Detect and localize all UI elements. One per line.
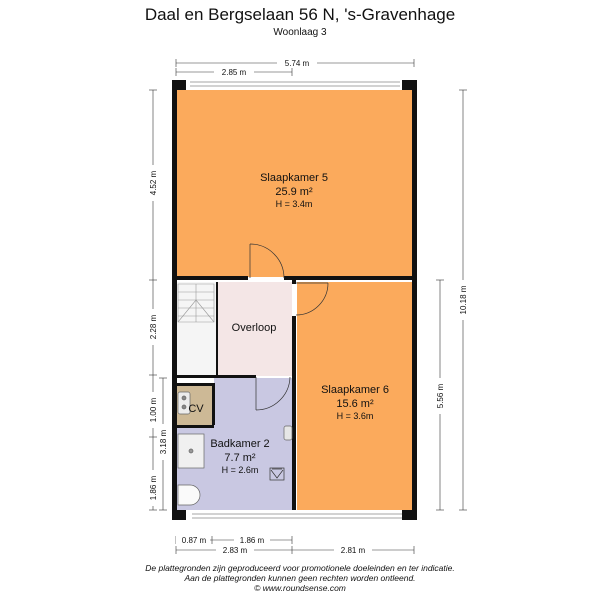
room-area: 7.7 m² — [224, 452, 256, 464]
room-name: Slaapkamer 6 — [321, 384, 389, 396]
room-height: H = 3.6m — [337, 411, 374, 421]
dim-left-5: 1.86 m — [149, 475, 158, 500]
floor-label: Woonlaag 3 — [273, 27, 327, 38]
doors — [249, 243, 329, 411]
dim-left-labels: 4.52 m 2.28 m 1.00 m 3.18 m 1.86 m — [148, 165, 168, 506]
toilet-icon — [177, 484, 201, 506]
dim-top-total: 5.74 m — [285, 59, 310, 68]
boiler-icon — [177, 391, 191, 415]
dim-left-4: 3.18 m — [159, 429, 168, 454]
dim-left-3: 1.00 m — [149, 397, 158, 422]
dim-bottom-d: 2.81 m — [341, 546, 366, 555]
room-area: 15.6 m² — [336, 398, 374, 410]
dim-bottom-a: 0.87 m — [182, 536, 207, 545]
room-overloop — [218, 282, 292, 376]
dim-left-2: 2.28 m — [149, 314, 158, 339]
dim-top-partial: 2.85 m — [222, 68, 247, 77]
room-badkamer-2 — [214, 378, 292, 510]
dim-right-total: 10.18 m — [459, 285, 468, 314]
disclaimer-line-2: Aan de plattegronden kunnen geen rechten… — [184, 573, 416, 583]
dim-bottom-c: 2.83 m — [223, 546, 248, 555]
disclaimer-line-1: De plattegronden zijn geproduceerd voor … — [145, 563, 455, 573]
dimension-lines-bottom — [175, 536, 415, 554]
room-area: 25.9 m² — [275, 186, 313, 198]
copyright: © www.roundsense.com — [254, 583, 346, 593]
room-slaapkamer-5 — [176, 90, 414, 277]
room-slaapkamer-6 — [297, 282, 414, 510]
room-height: H = 3.4m — [276, 199, 313, 209]
windows — [190, 81, 410, 519]
label-overloop: Overloop — [232, 322, 277, 334]
stairs-icon — [177, 283, 215, 323]
dim-bottom-b: 1.86 m — [240, 536, 265, 545]
label-cv: CV — [188, 403, 204, 415]
room-name: Slaapkamer 5 — [260, 172, 328, 184]
sink-icon — [283, 425, 293, 441]
label-slaapkamer-6: Slaapkamer 6 15.6 m² H = 3.6m — [321, 384, 389, 421]
disclaimer: De plattegronden zijn geproduceerd voor … — [0, 563, 600, 593]
label-badkamer-2: Badkamer 2 7.7 m² H = 2.6m — [210, 438, 269, 475]
page-title: Daal en Bergselaan 56 N, 's-Gravenhage — [144, 5, 456, 24]
label-slaapkamer-5: Slaapkamer 5 25.9 m² H = 3.4m — [260, 172, 328, 209]
dim-right-partial: 5.56 m — [436, 383, 445, 408]
dim-left-1: 4.52 m — [149, 170, 158, 195]
walls — [172, 80, 417, 520]
washing-machine-icon — [269, 467, 285, 481]
room-height: H = 2.6m — [222, 465, 259, 475]
bathroom-fixtures — [177, 391, 293, 506]
room-name: Badkamer 2 — [210, 438, 269, 450]
